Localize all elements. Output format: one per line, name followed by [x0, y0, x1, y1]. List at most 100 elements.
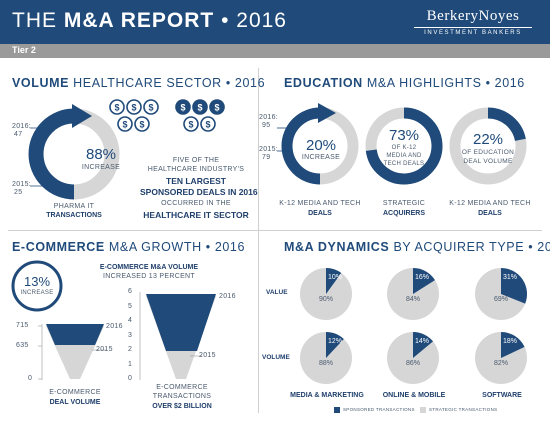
education-callout-dot-2015: [289, 149, 293, 153]
dollar-sign-icon: $: [214, 103, 219, 113]
pie-strategic-label: 90%: [318, 296, 333, 303]
value-tick-label: 4: [128, 317, 133, 324]
dynamics-row-volume: VOLUME: [262, 354, 290, 361]
healthcare-ring-navy: [28, 108, 75, 200]
title-suffix: • 2016: [221, 9, 287, 32]
volume-label-2016: 2016: [106, 323, 123, 330]
education-stat3-line2: DEAL VOLUME: [463, 158, 513, 165]
vertical-divider: [258, 68, 259, 413]
value-tick-label: 1: [128, 360, 133, 368]
ecommerce-headline: E-COMMERCE M&A VOLUME: [99, 264, 199, 271]
ecommerce-badge-change: INCREASE: [20, 290, 54, 296]
value-funnel-2016: [146, 294, 216, 351]
healthcare-text-bold3: HEALTHCARE IT SECTOR: [143, 210, 249, 220]
volume-funnel-2016: [46, 324, 104, 345]
ecommerce-badge-percent: 13%: [23, 274, 51, 289]
pie-strategic-label: 84%: [405, 296, 420, 303]
healthcare-value-2016: 47: [14, 131, 23, 138]
pie-sponsored-slice: [501, 332, 525, 358]
legend-strategic-swatch: [420, 407, 426, 413]
pie-sponsored-label: 12%: [328, 338, 343, 345]
healthcare-text-line1: FIVE OF THE: [172, 157, 220, 164]
dollar-coin-icon: [175, 99, 191, 115]
value-tick-label: 6: [128, 288, 133, 295]
dollar-coin-icon: [126, 99, 142, 115]
dollar-sign-icon: $: [148, 103, 153, 113]
healthcare-callout-dot-2016: [47, 126, 51, 130]
healthcare-percent: 88%: [85, 146, 117, 163]
volume-label-2015: 2015: [96, 346, 113, 353]
education-stat3-line1: OF EDUCATION: [461, 149, 515, 156]
value-tick-label: 2: [128, 346, 133, 353]
healthcare-title-rest: HEALTHCARE SECTOR • 2016: [73, 76, 266, 90]
dynamics-category-online: ONLINE & MOBILE: [382, 392, 446, 399]
pie-sponsored-label: 18%: [503, 338, 518, 345]
legend-strategic-label: STRATEGIC TRANSACTIONS: [429, 407, 498, 412]
logo-name: BerkeryNoyes: [426, 8, 520, 24]
value-label-line1: E-COMMERCE: [156, 384, 208, 391]
legend-sponsored-swatch: [334, 407, 340, 413]
pie-strategic-slice: [475, 268, 527, 320]
dollar-coin-icon: [209, 99, 225, 115]
volume-label-line1: E-COMMERCE: [49, 389, 101, 396]
pie-sponsored-slice: [326, 332, 344, 358]
education-stat1-label1: K-12 MEDIA AND TECH: [279, 200, 361, 207]
education-stat1-percent: 20%: [305, 137, 337, 154]
education-section-title: EDUCATION M&A HIGHLIGHTS • 2016: [284, 76, 525, 90]
tier-bar: Tier 2: [0, 44, 550, 58]
value-funnel-gray: [146, 296, 216, 379]
education-value-2016: 95: [262, 122, 271, 129]
healthcare-title-bold: VOLUME: [12, 76, 70, 90]
education-stat3-label2: DEALS: [478, 210, 502, 217]
pie-strategic-slice: [300, 332, 352, 384]
volume-tick-label-715: 715: [16, 322, 29, 329]
tier-label: Tier 2: [12, 45, 36, 55]
dollar-coin-icon: [200, 116, 216, 132]
dynamics-title-rest: BY ACQUIRER TYPE • 2016: [393, 240, 550, 254]
dollar-sign-icon: $: [188, 120, 193, 130]
healthcare-category-line2: TRANSACTIONS: [46, 212, 102, 219]
education-arrow-icon: [318, 103, 336, 123]
healthcare-label-2016: 2016:: [12, 123, 32, 130]
pie-strategic-label: 88%: [318, 360, 333, 367]
healthcare-category-line1: PHARMA IT: [53, 203, 95, 210]
education-stat2-line2: MEDIA AND: [386, 153, 422, 159]
value-label-line2: TRANSACTIONS: [152, 393, 212, 400]
pie-strategic-slice: [475, 332, 527, 384]
value-tick-label: 0: [128, 375, 133, 382]
dollar-coin-icon: [192, 99, 208, 115]
education-stat2-line3: TECH DEALS: [383, 161, 425, 167]
healthcare-callout-dot-2015: [47, 184, 51, 188]
healthcare-text-bold1: TEN LARGEST: [166, 176, 226, 186]
value-label-2016: 2016: [219, 293, 236, 300]
healthcare-arrow-icon: [72, 104, 92, 128]
education-label-2016: 2016:: [259, 114, 279, 121]
pie-strategic-slice: [387, 268, 439, 320]
education-stat2-line1: OF K-12: [391, 145, 417, 151]
healthcare-section-title: VOLUME HEALTHCARE SECTOR • 2016: [12, 76, 265, 90]
ecommerce-subheadline: INCREASED 13 PERCENT: [103, 273, 195, 280]
title-bold: M&A REPORT: [63, 9, 215, 32]
dollar-coin-icon: [143, 99, 159, 115]
education-stat3-label1: K-12 MEDIA AND TECH: [449, 200, 531, 207]
pie-strategic-label: 82%: [493, 360, 508, 367]
dynamics-category-software: SOFTWARE: [482, 392, 522, 399]
pie-sponsored-label: 31%: [503, 274, 518, 281]
education-stat2-label1: STRATEGIC: [382, 200, 426, 207]
pie-sponsored-label: 16%: [415, 274, 430, 281]
education-stat2-percent: 73%: [388, 127, 420, 144]
education-stat2-label2: ACQUIRERS: [382, 210, 425, 217]
pie-strategic-label: 69%: [493, 296, 508, 303]
education-stat1-label2: DEALS: [308, 210, 332, 217]
pie-sponsored-slice: [413, 268, 435, 294]
healthcare-change: INCREASE: [81, 164, 121, 171]
healthcare-text-bold2: SPONSORED DEALS IN 2016: [140, 187, 258, 197]
dollar-sign-icon: $: [197, 103, 202, 113]
dollar-coin-icon: [183, 116, 199, 132]
dynamics-row-value: VALUE: [266, 289, 288, 296]
dollar-sign-icon: $: [139, 120, 144, 130]
healthcare-text-line3: OCCURRED IN THE: [161, 200, 231, 207]
healthcare-label-2015: 2015:: [12, 181, 32, 188]
education-stat1-change: INCREASE: [301, 154, 341, 161]
dynamics-section-title: M&A DYNAMICS BY ACQUIRER TYPE • 2016: [284, 240, 550, 254]
